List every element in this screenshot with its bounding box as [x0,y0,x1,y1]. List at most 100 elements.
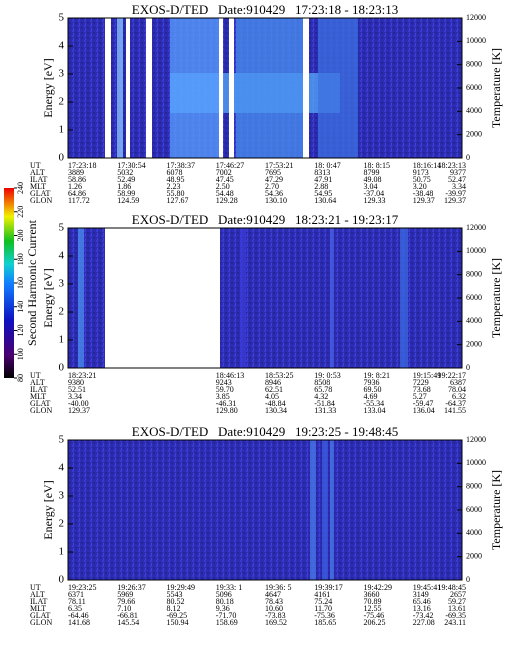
ephemeris-value: 6371 [68,590,84,599]
chart-title: EXOS-D/TED Date:910429 18:23:21 - 19:23:… [132,212,399,227]
ephemeris-value: 129.80 [216,406,238,415]
colorbar-tick-label: 140 [16,301,25,313]
ephemeris-value: -71.70 [216,611,237,620]
colorbar-label: Second Harmonic Current [25,219,39,346]
ephemeris-value: 54.36 [265,189,283,198]
y-tick-label: 2 [59,96,65,108]
y2-tick-label: 2000 [466,339,482,348]
y-tick-label: 0 [59,574,65,586]
ephemeris-value: 58.99 [117,189,135,198]
y2-tick-label: 6000 [466,505,482,514]
band [117,18,123,158]
ephemeris-value: 17:38:37 [167,161,195,170]
ephemeris-value: 47.29 [265,175,283,184]
y-tick-label: 3 [59,68,65,80]
y-tick-label: 0 [59,362,65,374]
ephemeris-label: ALT [30,168,45,177]
ephemeris-value: 18:16:14 [413,161,441,170]
ephemeris-value: 130.10 [265,196,287,205]
ephemeris-value: 1.86 [117,182,131,191]
ephemeris-value: 11.70 [314,604,332,613]
y-tick-label: 3 [59,490,65,502]
y2-tick-label: 4000 [466,106,482,115]
y2-tick-label: 4000 [466,528,482,537]
ephemeris-value: 48.95 [167,175,185,184]
ephemeris-value: 19:15:49 [413,371,441,380]
ephemeris-label: GLAT [30,189,51,198]
band [240,228,246,368]
y2-tick-label: 8000 [466,59,482,68]
colorbar-tick-label: 180 [16,253,25,265]
y2-tick-label: 12000 [466,223,486,232]
ephemeris-value: 133.04 [364,406,386,415]
colorbar-tick-label: 160 [16,277,25,289]
ephemeris-value: 19:39:17 [314,583,342,592]
band [78,228,84,368]
band [303,18,309,158]
ephemeris-value: 9380 [68,378,84,387]
y-axis-label: Energy [eV] [41,58,55,117]
ephemeris-value: 6078 [167,168,183,177]
band [105,18,111,158]
y2-axis-label: Temperature [K] [489,48,503,128]
ephemeris-value: -40.00 [68,399,89,408]
y2-axis-label: Temperature [K] [489,258,503,338]
y2-tick-label: 12000 [466,435,486,444]
ephemeris-value: 158.69 [216,618,238,627]
ephemeris-value: 19:29:49 [167,583,195,592]
ephemeris-value: 52.47 [448,175,466,184]
ephemeris-value: -69.25 [167,611,188,620]
ephemeris-value: 8.12 [167,604,181,613]
ephemeris-value: 19: 8:21 [364,371,390,380]
ephemeris-value: 19:23:25 [68,583,96,592]
ephemeris-value: 5096 [216,590,232,599]
ephemeris-value: 69.50 [364,385,382,394]
ephemeris-value: -75.46 [364,611,385,620]
y-tick-label: 1 [59,546,65,558]
ephemeris-value: 6387 [450,378,466,387]
ephemeris-label: MLT [30,392,46,401]
ephemeris-value: 127.67 [167,196,189,205]
band [322,440,328,580]
ephemeris-value: 7936 [364,378,380,387]
y-tick-label: 2 [59,306,65,318]
ephemeris-value: -73.83 [265,611,286,620]
ephemeris-value: 5032 [117,168,133,177]
y2-tick-label: 10000 [466,36,486,45]
ephemeris-value: -51.84 [314,399,335,408]
ephemeris-value: 19:26:37 [117,583,145,592]
ephemeris-value: 2.50 [216,182,230,191]
y-tick-label: 1 [59,334,65,346]
y2-tick-label: 0 [466,153,470,162]
band [105,228,220,368]
y2-tick-label: 6000 [466,293,482,302]
ephemeris-value: 2.88 [314,182,328,191]
ephemeris-value: -38.48 [413,189,434,198]
ephemeris-value: 47.91 [314,175,332,184]
ephemeris-value: 6.35 [68,604,82,613]
ephemeris-value: 3.34 [68,392,82,401]
ephemeris-value: 50.75 [413,175,431,184]
chart-title: EXOS-D/TED Date:910429 17:23:18 - 18:23:… [132,2,398,17]
ephemeris-value: 78.11 [68,597,86,606]
ephemeris-label: GLON [30,196,52,205]
y-tick-label: 5 [59,434,65,446]
ephemeris-value: 129.37 [444,196,466,205]
ephemeris-value: 124.59 [117,196,139,205]
ephemeris-value: 64.86 [68,189,86,198]
ephemeris-label: MLT [30,604,46,613]
ephemeris-value: 19:48:45 [438,583,466,592]
ephemeris-value: 13.61 [448,604,466,613]
ephemeris-label: ALT [30,590,45,599]
ephemeris-value: 5.27 [413,392,427,401]
ephemeris-value: 129.33 [364,196,386,205]
colorbar-tick-label: 240 [16,182,25,194]
colorbar-tick-label: 200 [16,230,25,242]
ephemeris-value: 7229 [413,378,429,387]
ephemeris-value: 3889 [68,168,84,177]
ephemeris-value: 141.68 [68,618,90,627]
y2-axis-label: Temperature [K] [489,470,503,550]
ephemeris-label: UT [30,161,41,170]
y2-tick-label: 4000 [466,316,482,325]
ephemeris-value: 79.66 [117,597,135,606]
